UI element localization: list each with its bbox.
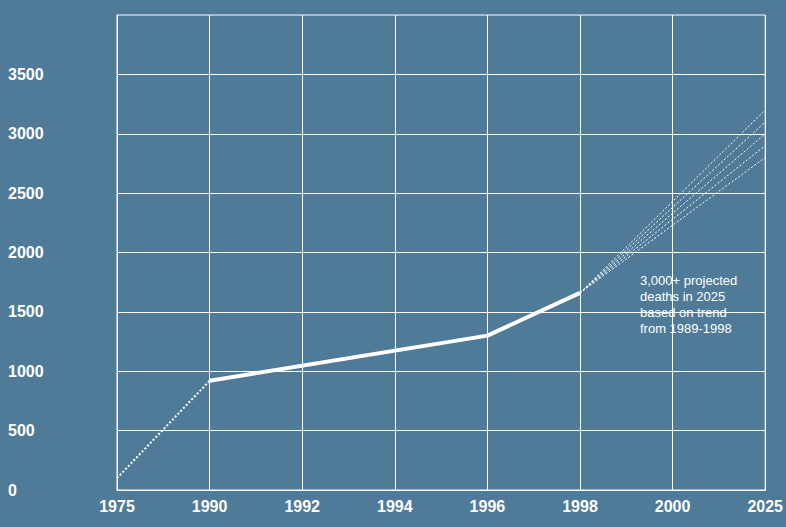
svg-text:3,000+ projected: 3,000+ projected: [640, 273, 737, 288]
svg-text:1994: 1994: [377, 498, 413, 515]
svg-text:from 1989-1998: from 1989-1998: [640, 321, 732, 336]
svg-text:1500: 1500: [8, 303, 44, 320]
svg-text:1975: 1975: [99, 498, 135, 515]
svg-text:3500: 3500: [8, 66, 44, 83]
svg-text:2500: 2500: [8, 185, 44, 202]
svg-text:2000: 2000: [8, 244, 44, 261]
svg-text:3000: 3000: [8, 125, 44, 142]
svg-text:0: 0: [8, 482, 17, 499]
svg-text:500: 500: [8, 422, 35, 439]
svg-text:1990: 1990: [192, 498, 228, 515]
svg-text:deaths in 2025: deaths in 2025: [640, 289, 725, 304]
svg-text:1000: 1000: [8, 363, 44, 380]
svg-text:1998: 1998: [562, 498, 598, 515]
svg-text:1992: 1992: [284, 498, 320, 515]
svg-text:based on trend: based on trend: [640, 304, 727, 320]
svg-text:1996: 1996: [470, 498, 506, 515]
svg-text:2025: 2025: [747, 498, 783, 515]
svg-text:2000: 2000: [655, 498, 691, 515]
